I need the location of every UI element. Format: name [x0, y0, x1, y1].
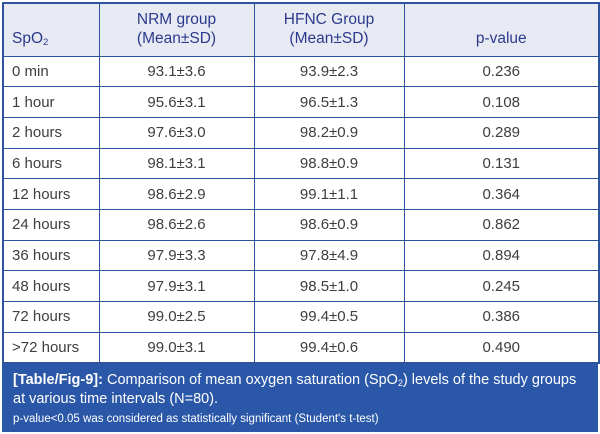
nrm-cell: 97.9±3.1	[98, 270, 255, 302]
hfnc-cell: 99.4±0.6	[253, 331, 405, 364]
time-cell: 48 hours	[2, 270, 100, 302]
hfnc-cell: 96.5±1.3	[253, 86, 405, 118]
hfnc-cell: 98.8±0.9	[253, 147, 405, 180]
caption-footnote: p-value<0.05 was considered as statistic…	[13, 412, 379, 425]
table-header: SpO2 NRM group (Mean±SD) HFNC Group (Mea…	[2, 2, 600, 57]
pvalue-cell: 0.386	[403, 301, 600, 333]
table-row: >72 hours 99.0±3.1 99.4±0.6 0.490	[2, 331, 600, 364]
pvalue-cell: 0.108	[403, 86, 600, 118]
hfnc-cell: 99.1±1.1	[253, 178, 405, 210]
time-cell: 12 hours	[2, 178, 100, 210]
nrm-cell: 93.1±3.6	[98, 55, 255, 88]
table-row: 12 hours 98.6±2.9 99.1±1.1 0.364	[2, 178, 600, 210]
time-cell: 36 hours	[2, 239, 100, 272]
pvalue-cell: 0.245	[403, 270, 600, 302]
nrm-cell: 98.1±3.1	[98, 147, 255, 180]
table-body: 0 min 93.1±3.6 93.9±2.3 0.236 1 hour 95.…	[2, 55, 600, 364]
spo2-subscript: 2	[43, 36, 49, 48]
pvalue-cell: 0.131	[403, 147, 600, 180]
time-cell: >72 hours	[2, 331, 100, 364]
nrm-cell: 97.9±3.3	[98, 239, 255, 272]
table-row: 24 hours 98.6±2.6 98.6±0.9 0.862	[2, 208, 600, 241]
pvalue-cell: 0.490	[403, 331, 600, 364]
caption-tag: [Table/Fig-9]:	[13, 371, 103, 388]
header-cell-nrm: NRM group (Mean±SD)	[98, 2, 255, 57]
time-cell: 1 hour	[2, 86, 100, 118]
caption-body-after-sub: ) levels of the study groups at various …	[13, 371, 577, 407]
hfnc-cell: 98.2±0.9	[253, 116, 405, 149]
time-cell: 24 hours	[2, 208, 100, 241]
nrm-cell: 97.6±3.0	[98, 116, 255, 149]
nrm-cell: 98.6±2.9	[98, 178, 255, 210]
header-cell-hfnc: HFNC Group (Mean±SD)	[253, 2, 405, 57]
hfnc-cell: 93.9±2.3	[253, 55, 405, 88]
table-row: 1 hour 95.6±3.1 96.5±1.3 0.108	[2, 86, 600, 118]
caption-text: [Table/Fig-9]: Comparison of mean oxygen…	[13, 371, 587, 409]
header-cell-spo2: SpO2	[2, 2, 100, 57]
table-row: 2 hours 97.6±3.0 98.2±0.9 0.289	[2, 116, 600, 149]
time-cell: 72 hours	[2, 301, 100, 333]
hfnc-cell: 98.6±0.9	[253, 208, 405, 241]
header-cell-pvalue: p-value	[403, 2, 600, 57]
table-row: 0 min 93.1±3.6 93.9±2.3 0.236	[2, 55, 600, 88]
caption-spo2-subscript: 2	[397, 378, 403, 389]
hfnc-cell: 99.4±0.5	[253, 301, 405, 333]
table-row: 6 hours 98.1±3.1 98.8±0.9 0.131	[2, 147, 600, 180]
spo2-comparison-table: SpO2 NRM group (Mean±SD) HFNC Group (Mea…	[2, 2, 600, 364]
table-row: 48 hours 97.9±3.1 98.5±1.0 0.245	[2, 270, 600, 302]
header-row: SpO2 NRM group (Mean±SD) HFNC Group (Mea…	[2, 2, 600, 57]
time-cell: 6 hours	[2, 147, 100, 180]
pvalue-cell: 0.289	[403, 116, 600, 149]
nrm-cell: 99.0±3.1	[98, 331, 255, 364]
nrm-cell: 95.6±3.1	[98, 86, 255, 118]
pvalue-cell: 0.364	[403, 178, 600, 210]
caption-body-before-sub: Comparison of mean oxygen saturation (Sp…	[102, 371, 398, 388]
pvalue-cell: 0.862	[403, 208, 600, 241]
spo2-label: SpO	[12, 29, 44, 47]
hfnc-cell: 97.8±4.9	[253, 239, 405, 272]
time-cell: 2 hours	[2, 116, 100, 149]
pvalue-cell: 0.236	[403, 55, 600, 88]
nrm-cell: 98.6±2.6	[98, 208, 255, 241]
hfnc-cell: 98.5±1.0	[253, 270, 405, 302]
pvalue-cell: 0.894	[403, 239, 600, 272]
nrm-cell: 99.0±2.5	[98, 301, 255, 333]
time-cell: 0 min	[2, 55, 100, 88]
table-row: 72 hours 99.0±2.5 99.4±0.5 0.386	[2, 301, 600, 333]
figure-caption: [Table/Fig-9]: Comparison of mean oxygen…	[2, 363, 598, 432]
table-row: 36 hours 97.9±3.3 97.8±4.9 0.894	[2, 239, 600, 272]
